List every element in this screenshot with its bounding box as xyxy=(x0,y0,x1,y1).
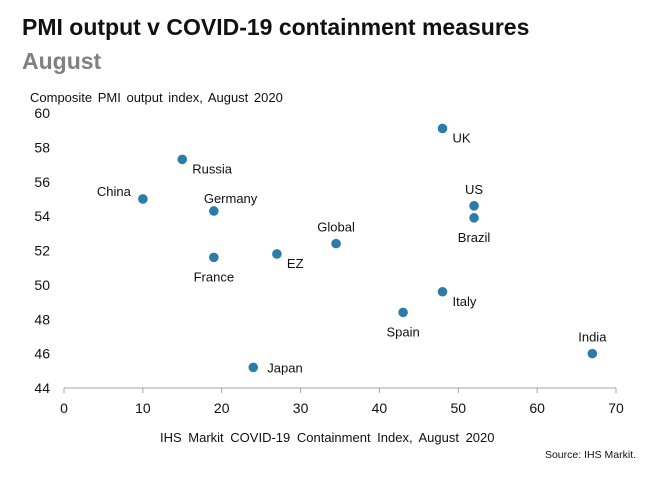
point-label: UK xyxy=(453,130,471,145)
point-label: China xyxy=(97,184,132,199)
point-label: US xyxy=(465,182,483,197)
axes: 44 46 48 50 52 54 56 58 60 0 10 20 30 40 50 60 70 xyxy=(34,105,624,416)
point-label: France xyxy=(194,269,234,284)
data-point xyxy=(138,194,148,204)
data-point xyxy=(331,238,341,249)
data-point xyxy=(437,286,448,297)
data-point xyxy=(469,213,479,223)
point-label: India xyxy=(578,330,607,345)
source-note: Source: IHS Markit. xyxy=(544,449,636,461)
data-point xyxy=(469,201,479,211)
point-label: EZ xyxy=(287,256,304,271)
point-label: Global xyxy=(317,220,355,235)
chart-title: PMI output v COVID-19 containment measur… xyxy=(22,14,530,40)
x-tick-label: 10 xyxy=(135,400,151,416)
data-point xyxy=(272,249,282,259)
x-tick-label: 20 xyxy=(214,400,230,416)
x-axis-label: IHS Markit COVID-19 Containment Index, A… xyxy=(160,430,495,445)
y-tick-label: 44 xyxy=(34,380,50,396)
chart-subtitle: August xyxy=(22,48,102,74)
data-points: UK Russia China Germany US Brazil Global EZ Fran… xyxy=(97,123,607,375)
data-point xyxy=(248,362,259,373)
y-tick-label: 52 xyxy=(34,243,50,259)
point-label: Germany xyxy=(204,191,258,206)
y-tick-label: 56 xyxy=(34,174,50,190)
y-tick-label: 54 xyxy=(34,208,50,224)
point-label: Japan xyxy=(267,360,302,375)
x-tick-label: 30 xyxy=(293,400,309,416)
point-label: Italy xyxy=(453,294,477,309)
data-point xyxy=(587,348,598,359)
data-point xyxy=(437,123,448,134)
y-tick-label: 58 xyxy=(34,139,50,155)
y-tick-label: 46 xyxy=(34,346,50,362)
data-point xyxy=(209,252,219,263)
point-label: Russia xyxy=(192,161,233,176)
x-tick-label: 60 xyxy=(529,400,545,416)
point-label: Brazil xyxy=(458,230,491,245)
x-tick-label: 0 xyxy=(60,400,68,416)
y-axis-label: Composite PMI output index, August 2020 xyxy=(30,90,283,105)
data-point xyxy=(398,307,408,318)
data-point xyxy=(177,154,188,165)
x-tick-label: 40 xyxy=(372,400,388,416)
data-point xyxy=(209,206,219,216)
y-tick-label: 60 xyxy=(34,105,50,121)
y-tick-label: 50 xyxy=(34,277,50,293)
x-tick-label: 70 xyxy=(608,400,624,416)
y-tick-label: 48 xyxy=(34,311,50,327)
point-label: Spain xyxy=(386,324,419,339)
x-tick-label: 50 xyxy=(450,400,466,416)
